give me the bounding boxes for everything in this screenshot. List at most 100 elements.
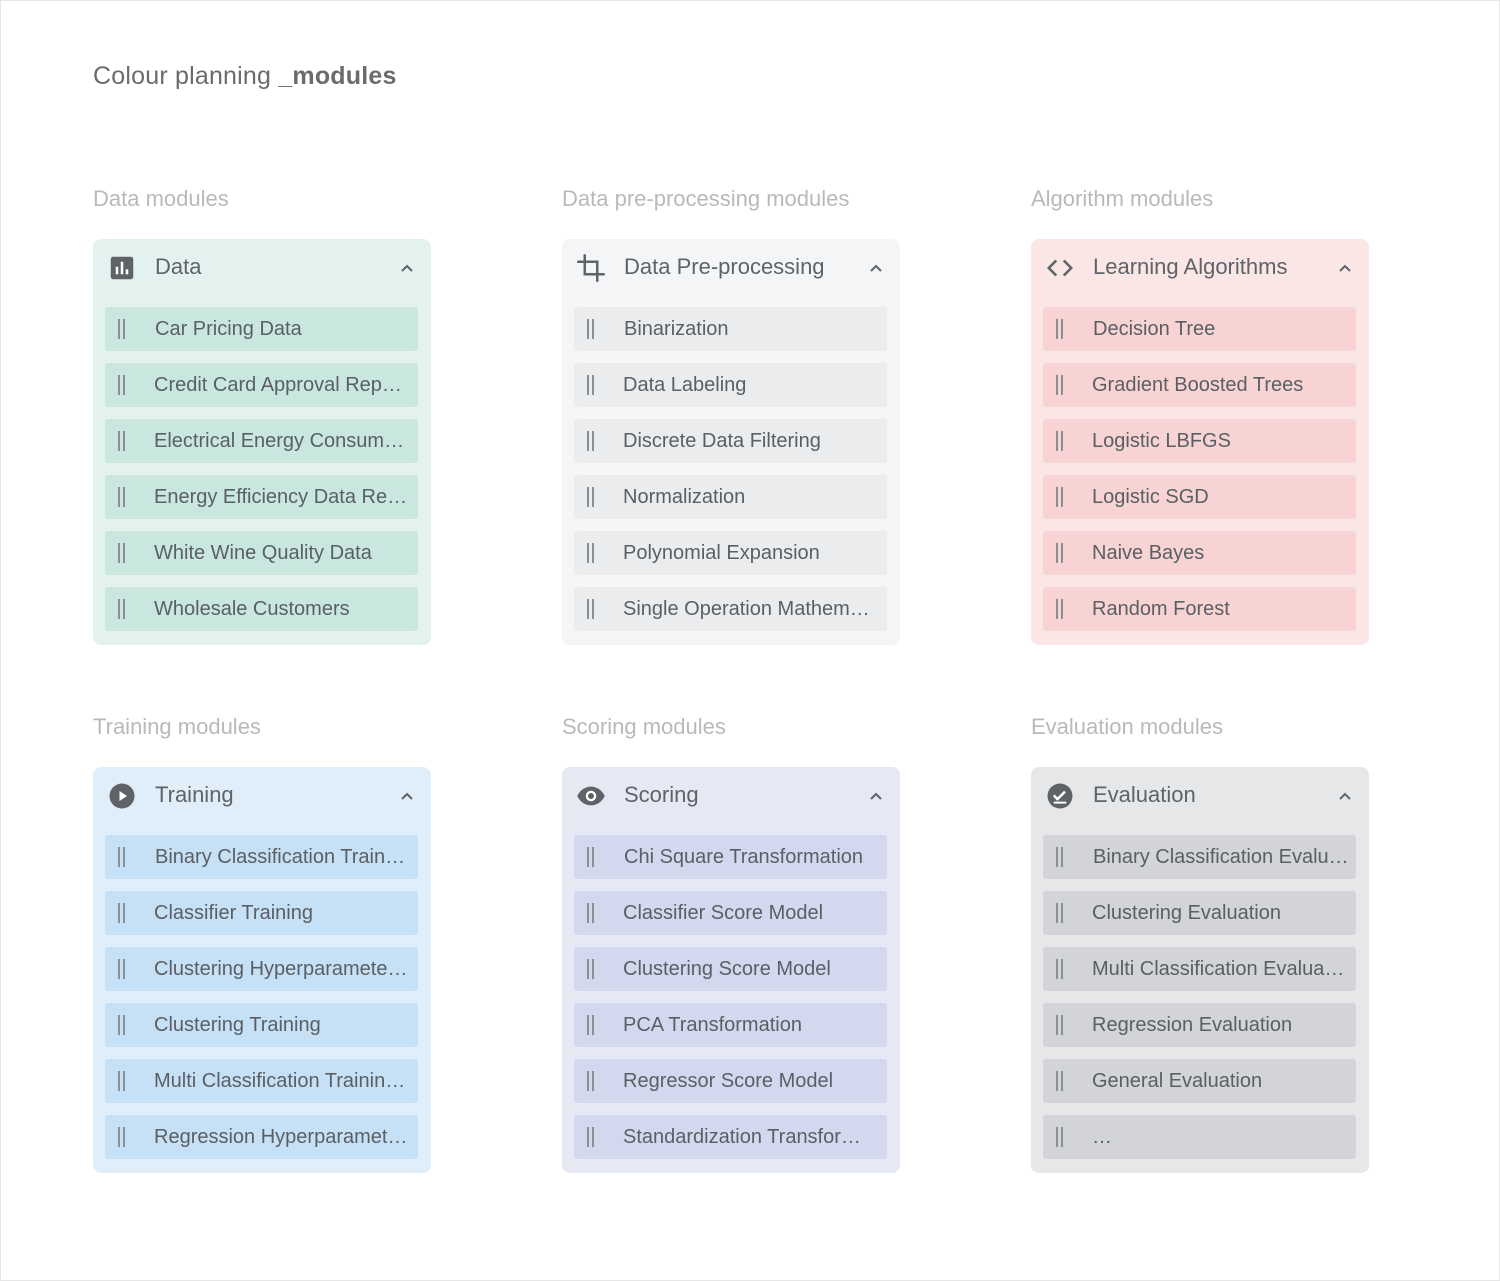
drag-handle-icon[interactable] — [117, 487, 127, 507]
drag-handle-icon[interactable] — [1055, 375, 1065, 395]
module-item[interactable]: Regression Evaluation — [1043, 1003, 1356, 1047]
panel-header[interactable]: Learning Algorithms — [1031, 239, 1369, 297]
drag-handle-icon[interactable] — [117, 375, 127, 395]
drag-handle-icon[interactable] — [1055, 959, 1065, 979]
module-item[interactable]: Logistic SGD — [1043, 475, 1356, 519]
drag-handle-icon[interactable] — [586, 599, 596, 619]
drag-handle-icon[interactable] — [586, 375, 596, 395]
module-item[interactable]: Naive Bayes — [1043, 531, 1356, 575]
module-item-label: Credit Card Approval Repo… — [154, 374, 410, 396]
module-item[interactable]: Binary Classification Train… — [105, 835, 418, 879]
module-item-label: Single Operation Mathema… — [623, 598, 879, 620]
drag-handle-icon[interactable] — [1055, 543, 1065, 563]
section-label: Scoring modules — [562, 714, 726, 739]
drag-handle-icon[interactable] — [1055, 847, 1065, 867]
panel-header[interactable]: Data Pre-processing — [562, 239, 900, 297]
drag-handle-icon[interactable] — [117, 1071, 127, 1091]
drag-handle-icon[interactable] — [1055, 1015, 1065, 1035]
drag-handle-icon[interactable] — [117, 847, 127, 867]
module-item-label: Classifier Training — [154, 902, 313, 924]
module-item[interactable]: Multi Classification Evalua… — [1043, 947, 1356, 991]
module-item-label: Standardization Transfor… — [623, 1126, 861, 1148]
drag-handle-icon[interactable] — [586, 1127, 596, 1147]
module-item-label: Clustering Score Model — [623, 958, 831, 980]
module-item[interactable]: Standardization Transfor… — [574, 1115, 887, 1159]
module-item[interactable]: Clustering Hyperparamete… — [105, 947, 418, 991]
drag-handle-icon[interactable] — [586, 1071, 596, 1091]
module-item[interactable]: Random Forest — [1043, 587, 1356, 631]
module-item[interactable]: Normalization — [574, 475, 887, 519]
drag-handle-icon[interactable] — [117, 959, 127, 979]
collapse-chevron-icon[interactable] — [866, 258, 886, 278]
module-item[interactable]: Classifier Training — [105, 891, 418, 935]
drag-handle-icon[interactable] — [1055, 903, 1065, 923]
collapse-chevron-icon[interactable] — [1335, 786, 1355, 806]
section-label: Evaluation modules — [1031, 714, 1224, 739]
module-item[interactable]: Clustering Score Model — [574, 947, 887, 991]
module-item-label: Car Pricing Data — [155, 318, 302, 340]
drag-handle-icon[interactable] — [1055, 599, 1065, 619]
module-item[interactable]: Energy Efficiency Data Ret… — [105, 475, 418, 519]
module-item[interactable]: Discrete Data Filtering — [574, 419, 887, 463]
drag-handle-icon[interactable] — [1055, 319, 1065, 339]
drag-handle-icon[interactable] — [117, 903, 127, 923]
panel-header[interactable]: Evaluation — [1031, 767, 1369, 825]
drag-handle-icon[interactable] — [586, 959, 596, 979]
module-item[interactable]: Clustering Evaluation — [1043, 891, 1356, 935]
collapse-chevron-icon[interactable] — [1335, 258, 1355, 278]
drag-handle-icon[interactable] — [586, 431, 596, 451]
bar-chart-icon — [107, 253, 137, 283]
module-panel-data-preprocessing: Data Pre-processing Binarization Data Labe… — [562, 239, 900, 645]
drag-handle-icon[interactable] — [117, 599, 127, 619]
collapse-chevron-icon[interactable] — [397, 786, 417, 806]
module-item[interactable]: Single Operation Mathema… — [574, 587, 887, 631]
module-item[interactable]: Wholesale Customers — [105, 587, 418, 631]
drag-handle-icon[interactable] — [586, 543, 596, 563]
drag-handle-icon[interactable] — [117, 543, 127, 563]
module-item[interactable]: Polynomial Expansion — [574, 531, 887, 575]
panel-header[interactable]: Data — [93, 239, 431, 297]
module-item[interactable]: Clustering Training — [105, 1003, 418, 1047]
module-item[interactable]: PCA Transformation — [574, 1003, 887, 1047]
drag-handle-icon[interactable] — [1055, 487, 1065, 507]
module-item[interactable]: Gradient Boosted Trees — [1043, 363, 1356, 407]
module-item[interactable]: Regression Hyperparamet… — [105, 1115, 418, 1159]
module-item-label: Random Forest — [1092, 598, 1230, 620]
drag-handle-icon[interactable] — [586, 847, 596, 867]
drag-handle-icon[interactable] — [117, 1127, 127, 1147]
drag-handle-icon[interactable] — [117, 1015, 127, 1035]
drag-handle-icon[interactable] — [1055, 1071, 1065, 1091]
module-item[interactable]: Chi Square Transformation — [574, 835, 887, 879]
drag-handle-icon[interactable] — [586, 319, 596, 339]
module-item[interactable]: Regressor Score Model — [574, 1059, 887, 1103]
module-panel-evaluation: Evaluation Binary Classification Evalu… Cl… — [1031, 767, 1369, 1173]
drag-handle-icon[interactable] — [1055, 1127, 1065, 1147]
module-item[interactable]: Decision Tree — [1043, 307, 1356, 351]
drag-handle-icon[interactable] — [586, 903, 596, 923]
collapse-chevron-icon[interactable] — [866, 786, 886, 806]
module-item[interactable]: White Wine Quality Data — [105, 531, 418, 575]
module-item[interactable]: Classifier Score Model — [574, 891, 887, 935]
module-item[interactable]: Electrical Energy Consum… — [105, 419, 418, 463]
module-list: Car Pricing Data Credit Card Approval Rep… — [105, 307, 418, 643]
module-item[interactable]: Multi Classification Trainin… — [105, 1059, 418, 1103]
drag-handle-icon[interactable] — [1055, 431, 1065, 451]
module-item[interactable]: Credit Card Approval Repo… — [105, 363, 418, 407]
module-item[interactable]: Car Pricing Data — [105, 307, 418, 351]
module-item[interactable]: General Evaluation — [1043, 1059, 1356, 1103]
drag-handle-icon[interactable] — [586, 487, 596, 507]
module-item-label: PCA Transformation — [623, 1014, 802, 1036]
module-panel-data: Data Car Pricing Data Credit Card Approval… — [93, 239, 431, 645]
module-item[interactable]: … — [1043, 1115, 1356, 1159]
module-item[interactable]: Binary Classification Evalu… — [1043, 835, 1356, 879]
module-item[interactable]: Data Labeling — [574, 363, 887, 407]
drag-handle-icon[interactable] — [117, 319, 127, 339]
module-item[interactable]: Binarization — [574, 307, 887, 351]
drag-handle-icon[interactable] — [117, 431, 127, 451]
collapse-chevron-icon[interactable] — [397, 258, 417, 278]
panel-header[interactable]: Scoring — [562, 767, 900, 825]
module-item-label: Logistic SGD — [1092, 486, 1209, 508]
module-item[interactable]: Logistic LBFGS — [1043, 419, 1356, 463]
panel-header[interactable]: Training — [93, 767, 431, 825]
drag-handle-icon[interactable] — [586, 1015, 596, 1035]
